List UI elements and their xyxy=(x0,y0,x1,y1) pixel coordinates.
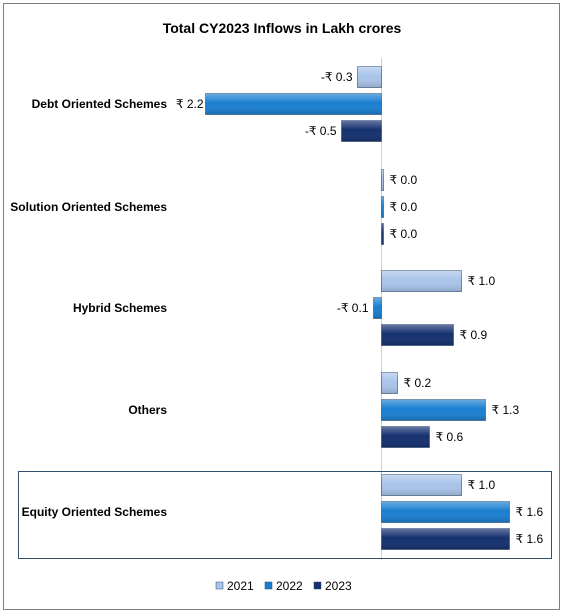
bar-shine-equity-oriented-schemes-2022 xyxy=(381,501,510,523)
legend-label-2021: 2021 xyxy=(227,579,254,593)
value-label-equity-oriented-schemes-2023: ₹ 1.6 xyxy=(516,532,544,546)
bar-shine-others-2021 xyxy=(381,372,398,394)
bar-shine-equity-oriented-schemes-2021 xyxy=(381,474,462,496)
value-label-others-2021: ₹ 0.2 xyxy=(404,376,432,390)
bar-shine-others-2022 xyxy=(381,399,486,421)
value-label-solution-oriented-schemes-2022: ₹ 0.0 xyxy=(390,200,418,214)
value-label-hybrid-schemes-2021: ₹ 1.0 xyxy=(468,274,496,288)
value-label-others-2023: ₹ 0.6 xyxy=(436,430,464,444)
legend-swatch-2022 xyxy=(264,581,273,590)
value-label-equity-oriented-schemes-2022: ₹ 1.6 xyxy=(516,505,544,519)
value-label-solution-oriented-schemes-2023: ₹ 0.0 xyxy=(390,227,418,241)
value-label-hybrid-schemes-2022: -₹ 0.1 xyxy=(337,301,369,315)
bars-layer xyxy=(205,66,510,550)
bar-shine-hybrid-schemes-2023 xyxy=(381,324,454,346)
bar-shine-others-2023 xyxy=(381,426,430,448)
legend-swatch-2023 xyxy=(313,581,322,590)
legend-label-2022: 2022 xyxy=(276,579,303,593)
value-label-debt-oriented-schemes-2023: -₹ 0.5 xyxy=(305,124,337,138)
legend-label-2023: 2023 xyxy=(325,579,352,593)
bar-shine-equity-oriented-schemes-2023 xyxy=(381,528,510,550)
bar-shine-hybrid-schemes-2022 xyxy=(373,297,382,319)
bar-shine-hybrid-schemes-2021 xyxy=(381,270,462,292)
value-label-solution-oriented-schemes-2021: ₹ 0.0 xyxy=(390,173,418,187)
category-label-debt-oriented-schemes: Debt Oriented Schemes xyxy=(32,97,168,111)
legend: 2021 2022 2023 xyxy=(215,579,352,593)
value-label-hybrid-schemes-2023: ₹ 0.9 xyxy=(460,328,488,342)
category-label-hybrid-schemes: Hybrid Schemes xyxy=(73,301,167,315)
highlight-box xyxy=(18,471,552,559)
category-label-solution-oriented-schemes: Solution Oriented Schemes xyxy=(10,200,167,214)
value-label-equity-oriented-schemes-2021: ₹ 1.0 xyxy=(468,478,496,492)
bar-shine-debt-oriented-schemes-2022 xyxy=(205,93,382,115)
bar-shine-debt-oriented-schemes-2021 xyxy=(357,66,382,88)
bar-shine-solution-oriented-schemes-2022 xyxy=(381,196,384,218)
bar-shine-solution-oriented-schemes-2021 xyxy=(381,169,384,191)
legend-swatch-2021 xyxy=(215,581,224,590)
value-label-debt-oriented-schemes-2022: ₹ 2.2 xyxy=(176,97,204,111)
bar-shine-debt-oriented-schemes-2023 xyxy=(341,120,382,142)
category-label-equity-oriented-schemes: Equity Oriented Schemes xyxy=(22,505,168,519)
labels-layer: Debt Oriented Schemes -₹ 0.3 ₹ 2.2 -₹ 0.5 So… xyxy=(10,70,543,546)
value-label-others-2022: ₹ 1.3 xyxy=(492,403,520,417)
category-label-others: Others xyxy=(128,403,167,417)
bar-shine-solution-oriented-schemes-2023 xyxy=(381,223,384,245)
chart-title: Total CY2023 Inflows in Lakh crores xyxy=(163,20,402,36)
value-label-debt-oriented-schemes-2021: -₹ 0.3 xyxy=(321,70,353,84)
